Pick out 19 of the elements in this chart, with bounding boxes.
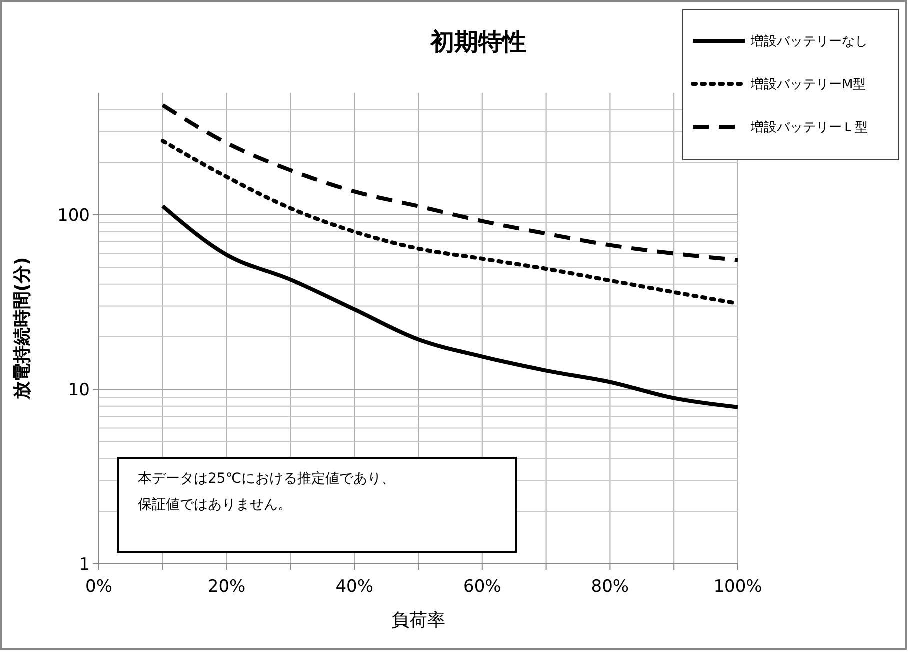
- chart-title: 初期特性: [430, 28, 526, 56]
- y-axis-title: 放電持続時間(分): [12, 257, 33, 401]
- x-tick-label: 80%: [591, 577, 630, 597]
- x-tick-label: 100%: [714, 577, 762, 597]
- x-tick-label: 40%: [336, 577, 374, 597]
- y-tick-label: 100: [58, 206, 90, 226]
- x-tick-label: 0%: [86, 577, 112, 597]
- y-tick-label: 1: [79, 554, 90, 575]
- legend-label: 増設バッテリーM型: [750, 76, 866, 93]
- legend-label: 増設バッテリーなし: [750, 34, 868, 50]
- x-tick-label: 20%: [208, 577, 246, 597]
- legend-label: 増設バッテリーＬ型: [750, 120, 868, 136]
- annotation: 本データは25℃における推定値であり、保証値ではありません。: [138, 471, 396, 513]
- line-series: [160, 204, 740, 410]
- note-box: 本データは25℃における推定値であり、保証値ではありません。: [117, 457, 517, 553]
- y-tick-label: 10: [68, 380, 90, 400]
- line-series: [160, 103, 740, 262]
- x-tick-label: 60%: [464, 577, 502, 597]
- x-axis-title: 負荷率: [392, 610, 446, 631]
